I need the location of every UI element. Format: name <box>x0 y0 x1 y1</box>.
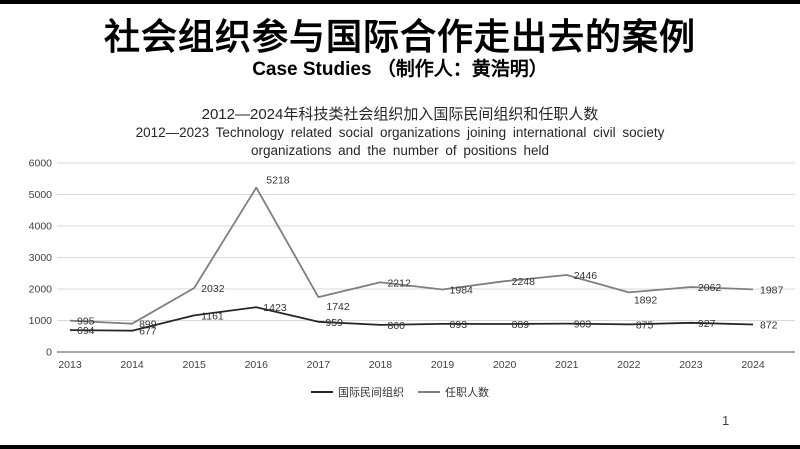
data-labels-1: 995 899 2032 5218 1742 2212 1984 2248 2446 1892 20… <box>77 175 784 331</box>
top-border <box>0 0 800 4</box>
legend-item-organizations: 国际民间组织 <box>311 384 404 400</box>
svg-text:875: 875 <box>636 319 654 331</box>
svg-text:1000: 1000 <box>29 315 53 327</box>
legend-label-positions: 任职人数 <box>445 387 489 399</box>
svg-text:893: 893 <box>450 319 468 331</box>
line-swatch-positions <box>418 390 440 394</box>
svg-text:5218: 5218 <box>266 175 290 187</box>
svg-text:2248: 2248 <box>512 276 536 288</box>
svg-text:2017: 2017 <box>307 359 331 371</box>
y-axis-labels: 0 1000 2000 3000 4000 5000 6000 <box>29 158 53 359</box>
page-number: 1 <box>722 413 730 428</box>
svg-text:2021: 2021 <box>555 359 579 371</box>
legend-item-positions: 任职人数 <box>418 384 489 400</box>
svg-text:889: 889 <box>512 319 530 331</box>
bottom-border <box>0 445 800 449</box>
svg-text:2446: 2446 <box>574 270 598 282</box>
svg-text:0: 0 <box>46 347 52 359</box>
svg-text:899: 899 <box>139 319 157 331</box>
svg-text:677: 677 <box>139 326 157 338</box>
svg-text:2212: 2212 <box>387 277 411 289</box>
svg-text:2013: 2013 <box>58 359 82 371</box>
svg-text:1892: 1892 <box>634 294 658 306</box>
slide-subtitle: Case Studies （制作人：黄浩明） <box>252 59 548 80</box>
svg-text:1742: 1742 <box>326 301 350 313</box>
svg-text:2019: 2019 <box>431 359 455 371</box>
data-labels-0: 694 677 1161 1423 959 860 893 889 903 875 927 872 <box>77 302 778 337</box>
svg-text:2032: 2032 <box>201 283 225 295</box>
x-axis-labels: 2013 2014 2015 2016 2017 2018 2019 2020 2021 2022… <box>58 359 765 371</box>
svg-text:6000: 6000 <box>29 158 53 170</box>
svg-text:4000: 4000 <box>29 221 53 233</box>
svg-text:2024: 2024 <box>741 359 765 371</box>
svg-text:959: 959 <box>325 317 343 329</box>
series-line-1 <box>69 186 754 325</box>
svg-text:1423: 1423 <box>263 302 287 314</box>
svg-text:1161: 1161 <box>201 310 224 322</box>
chart-title-en: 2012—2023 Technology related social orga… <box>0 124 800 160</box>
svg-text:2016: 2016 <box>245 359 269 371</box>
chart-title-en-line1: 2012—2023 Technology related social orga… <box>135 125 665 140</box>
svg-text:2023: 2023 <box>679 359 703 371</box>
chart-title-cn: 2012—2024年科技类社会组织加入国际民间组织和任职人数 <box>201 106 599 123</box>
svg-text:2022: 2022 <box>617 359 641 371</box>
svg-text:2000: 2000 <box>29 284 53 296</box>
svg-text:2020: 2020 <box>493 359 517 371</box>
svg-text:927: 927 <box>698 318 716 330</box>
svg-text:2015: 2015 <box>183 359 207 371</box>
svg-text:903: 903 <box>574 319 592 331</box>
series-line-0 <box>69 306 754 332</box>
svg-text:1987: 1987 <box>760 284 784 296</box>
svg-text:2014: 2014 <box>120 359 144 371</box>
svg-text:860: 860 <box>387 320 405 332</box>
chart-title-en-line2: organizations and the number of position… <box>251 143 549 158</box>
svg-text:872: 872 <box>760 320 778 332</box>
svg-text:1984: 1984 <box>450 285 474 297</box>
line-swatch-organizations <box>311 390 333 394</box>
svg-text:2018: 2018 <box>369 359 393 371</box>
svg-text:3000: 3000 <box>29 252 53 264</box>
svg-text:2062: 2062 <box>698 282 722 294</box>
svg-text:995: 995 <box>77 316 95 328</box>
svg-text:694: 694 <box>77 325 95 337</box>
chart-legend: 国际民间组织 任职人数 <box>0 384 800 400</box>
slide-title: 社会组织参与国际合作走出去的案例 <box>103 16 696 57</box>
legend-label-organizations: 国际民间组织 <box>338 387 404 399</box>
svg-text:5000: 5000 <box>29 189 53 201</box>
